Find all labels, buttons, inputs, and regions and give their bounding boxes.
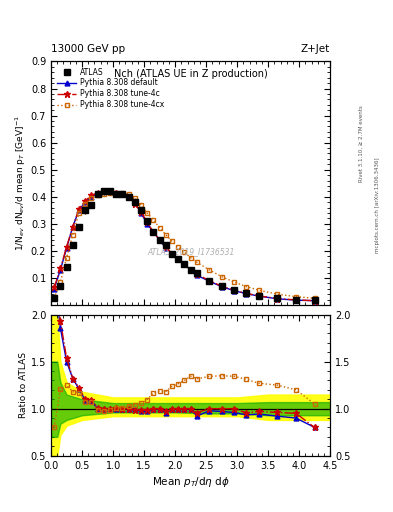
Text: Rivet 3.1.10, ≥ 2.7M events: Rivet 3.1.10, ≥ 2.7M events: [359, 105, 364, 182]
Y-axis label: 1/N$_{ev}$ dN$_{ev}$/d mean p$_{T}$ [GeV]$^{-1}$: 1/N$_{ev}$ dN$_{ev}$/d mean p$_{T}$ [GeV…: [14, 115, 28, 251]
Legend: ATLAS, Pythia 8.308 default, Pythia 8.308 tune-4c, Pythia 8.308 tune-4cx: ATLAS, Pythia 8.308 default, Pythia 8.30…: [55, 65, 167, 112]
Text: Nch (ATLAS UE in Z production): Nch (ATLAS UE in Z production): [114, 69, 268, 79]
Text: Z+Jet: Z+Jet: [301, 44, 330, 54]
Y-axis label: Ratio to ATLAS: Ratio to ATLAS: [19, 352, 28, 418]
Text: mcplots.cern.ch [arXiv:1306.3436]: mcplots.cern.ch [arXiv:1306.3436]: [375, 157, 380, 252]
X-axis label: Mean $p_{T}$/d$\eta$ d$\phi$: Mean $p_{T}$/d$\eta$ d$\phi$: [152, 475, 230, 489]
Text: 13000 GeV pp: 13000 GeV pp: [51, 44, 125, 54]
Text: ATLAS_2019_I1736531: ATLAS_2019_I1736531: [147, 247, 234, 256]
